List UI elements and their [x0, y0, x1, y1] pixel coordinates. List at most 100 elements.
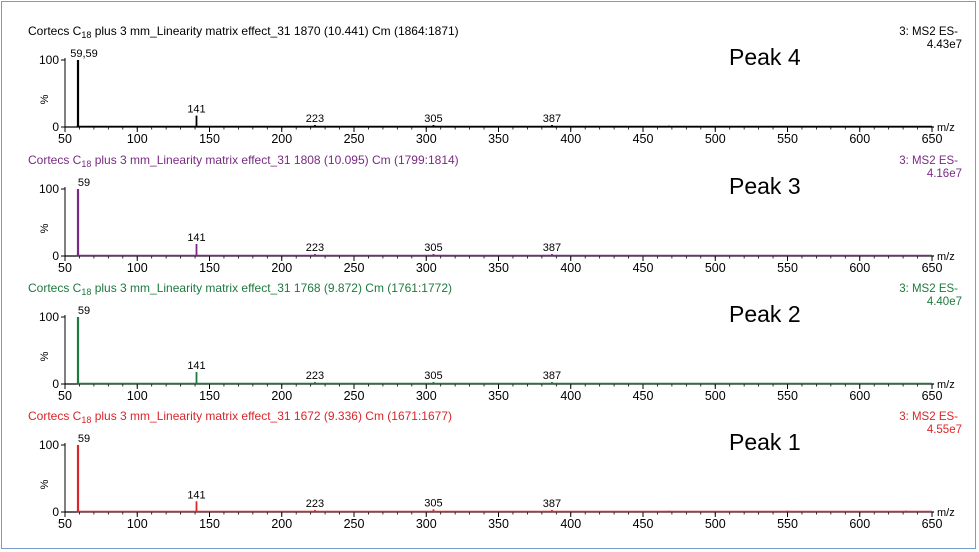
peak-label: 387 — [543, 113, 561, 125]
peak-label: 223 — [306, 113, 324, 125]
x-tick-label: 250 — [344, 389, 365, 403]
title-suffix: plus 3 mm_Linearity matrix effect_31 176… — [91, 281, 452, 295]
x-tick-label: 300 — [416, 132, 437, 146]
peak-label: 387 — [543, 498, 561, 510]
x-tick-label: 200 — [271, 389, 292, 403]
x-tick-label: 150 — [199, 132, 220, 146]
title-subscript: 18 — [81, 159, 91, 169]
peak-label: 387 — [543, 370, 561, 382]
spectrum-panel-1: Cortecs C18 plus 3 mm_Linearity matrix e… — [28, 24, 962, 146]
x-tick-label: 200 — [271, 132, 292, 146]
y-tick-label: 0 — [52, 377, 59, 391]
x-tick-label: 300 — [416, 517, 437, 531]
x-axis-label: m/z — [937, 251, 955, 263]
title-prefix: Cortecs C — [28, 24, 82, 38]
x-tick-label: 250 — [344, 517, 365, 531]
x-tick-label: 250 — [344, 132, 365, 146]
x-tick-label: 100 — [127, 389, 148, 403]
peak-name-label: Peak 4 — [729, 44, 801, 70]
y-tick-label: 100 — [39, 438, 59, 452]
title-prefix: Cortecs C — [28, 281, 82, 295]
peak-label: 305 — [424, 370, 442, 382]
peak-label: 59,59 — [70, 48, 98, 60]
x-tick-label: 500 — [705, 261, 726, 275]
title-suffix: plus 3 mm_Linearity matrix effect_31 187… — [91, 24, 458, 38]
x-tick-label: 300 — [416, 389, 437, 403]
peak-label: 387 — [543, 242, 561, 254]
x-axis-label: m/z — [937, 379, 955, 391]
x-axis-label: m/z — [937, 122, 955, 134]
intensity-label: 4.55e7 — [927, 424, 962, 436]
x-tick-label: 50 — [58, 389, 72, 403]
x-tick-label: 550 — [777, 132, 798, 146]
x-tick-label: 400 — [560, 517, 581, 531]
title-prefix: Cortecs C — [28, 409, 82, 423]
y-tick-label: 100 — [39, 310, 59, 324]
peak-label: 59 — [78, 433, 90, 445]
spectrum-title: Cortecs C18 plus 3 mm_Linearity matrix e… — [28, 409, 452, 425]
y-tick-label: 0 — [52, 505, 59, 519]
y-axis-label: % — [39, 479, 51, 489]
peak-label: 223 — [306, 498, 324, 510]
x-tick-label: 300 — [416, 261, 437, 275]
x-tick-label: 600 — [849, 261, 870, 275]
y-axis-label: % — [39, 223, 51, 233]
title-suffix: plus 3 mm_Linearity matrix effect_31 180… — [91, 153, 458, 167]
x-tick-label: 250 — [344, 261, 365, 275]
intensity-label: 4.40e7 — [927, 296, 962, 308]
x-tick-label: 600 — [849, 389, 870, 403]
x-tick-label: 400 — [560, 389, 581, 403]
x-tick-label: 350 — [488, 132, 509, 146]
peak-label: 59 — [78, 177, 90, 189]
x-tick-label: 200 — [271, 517, 292, 531]
intensity-label: 4.43e7 — [927, 39, 962, 51]
y-tick-label: 0 — [52, 249, 59, 263]
x-tick-label: 400 — [560, 261, 581, 275]
y-axis-label: % — [39, 94, 51, 104]
title-suffix: plus 3 mm_Linearity matrix effect_31 167… — [91, 409, 452, 423]
spectrum-panel-2: Cortecs C18 plus 3 mm_Linearity matrix e… — [28, 153, 962, 275]
x-tick-label: 150 — [199, 389, 220, 403]
y-tick-label: 0 — [52, 120, 59, 134]
x-tick-label: 650 — [922, 389, 943, 403]
x-tick-label: 150 — [199, 517, 220, 531]
peak-name-label: Peak 3 — [729, 173, 801, 199]
peak-label: 305 — [424, 242, 442, 254]
x-tick-label: 500 — [705, 389, 726, 403]
title-subscript: 18 — [81, 287, 91, 297]
x-tick-label: 100 — [127, 517, 148, 531]
x-tick-label: 350 — [488, 261, 509, 275]
x-tick-label: 350 — [488, 389, 509, 403]
peak-label: 141 — [187, 360, 205, 372]
peak-label: 141 — [187, 232, 205, 244]
spectrum-title: Cortecs C18 plus 3 mm_Linearity matrix e… — [28, 24, 459, 40]
x-tick-label: 450 — [633, 389, 654, 403]
peak-label: 223 — [306, 242, 324, 254]
y-tick-label: 100 — [39, 182, 59, 196]
x-tick-label: 600 — [849, 132, 870, 146]
x-tick-label: 650 — [922, 261, 943, 275]
x-tick-label: 500 — [705, 132, 726, 146]
x-tick-label: 350 — [488, 517, 509, 531]
x-tick-label: 200 — [271, 261, 292, 275]
x-tick-label: 500 — [705, 517, 726, 531]
title-subscript: 18 — [81, 415, 91, 425]
x-tick-label: 450 — [633, 132, 654, 146]
x-tick-label: 450 — [633, 517, 654, 531]
scan-label: 3: MS2 ES- — [899, 411, 958, 423]
x-tick-label: 450 — [633, 261, 654, 275]
x-tick-label: 400 — [560, 132, 581, 146]
x-tick-label: 650 — [922, 132, 943, 146]
peak-label: 141 — [187, 489, 205, 501]
peak-label: 223 — [306, 370, 324, 382]
x-tick-label: 600 — [849, 517, 870, 531]
scan-label: 3: MS2 ES- — [899, 155, 958, 167]
x-tick-label: 50 — [58, 517, 72, 531]
title-prefix: Cortecs C — [28, 153, 82, 167]
spectrum-panel-4: Cortecs C18 plus 3 mm_Linearity matrix e… — [28, 409, 962, 531]
x-tick-label: 50 — [58, 261, 72, 275]
peak-name-label: Peak 2 — [729, 301, 801, 327]
y-tick-label: 100 — [39, 53, 59, 67]
spectrum-title: Cortecs C18 plus 3 mm_Linearity matrix e… — [28, 153, 459, 169]
x-tick-label: 150 — [199, 261, 220, 275]
